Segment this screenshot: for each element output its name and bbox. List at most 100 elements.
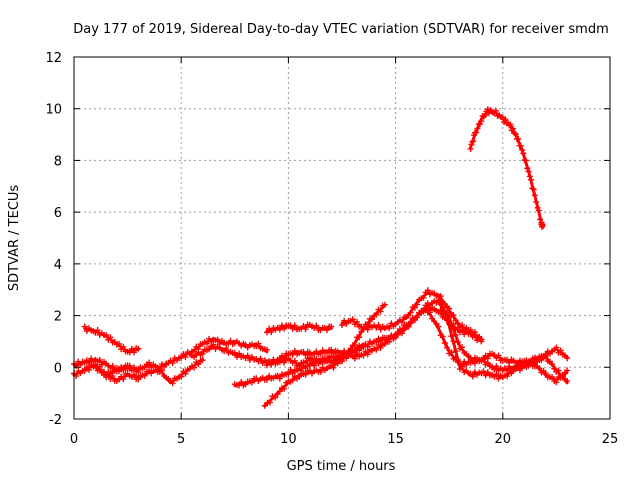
data-point	[493, 371, 500, 378]
data-point	[564, 367, 571, 374]
y-tick-label: 0	[54, 361, 62, 376]
data-point	[373, 346, 380, 353]
data-point	[512, 131, 519, 138]
data-point	[330, 364, 337, 371]
data-point	[564, 355, 571, 362]
data-point	[203, 340, 210, 347]
data-point	[161, 363, 168, 370]
data-point	[529, 185, 536, 192]
data-point	[536, 365, 543, 372]
data-point	[109, 362, 116, 369]
data-point	[467, 145, 474, 152]
data-point	[520, 150, 527, 157]
data-point	[364, 351, 371, 358]
data-point	[210, 341, 217, 348]
data-point	[351, 355, 358, 362]
data-point	[553, 344, 560, 351]
data-point	[452, 348, 459, 355]
data-point	[369, 316, 376, 323]
data-point	[257, 355, 264, 362]
data-point	[92, 362, 99, 369]
data-point	[511, 130, 518, 137]
series-arc-3	[81, 323, 142, 356]
data-point	[231, 349, 238, 356]
data-point	[411, 304, 418, 311]
data-point	[531, 192, 538, 199]
data-point	[356, 334, 363, 341]
data-point	[103, 331, 110, 338]
data-point	[146, 359, 153, 366]
data-point	[504, 373, 511, 380]
data-point	[381, 341, 388, 348]
data-point	[478, 336, 485, 343]
data-point	[263, 376, 270, 383]
data-point	[539, 222, 546, 229]
data-point	[244, 352, 251, 359]
data-point	[227, 337, 234, 344]
data-point	[495, 352, 502, 359]
data-point	[296, 373, 303, 380]
data-point	[519, 146, 526, 153]
data-point	[510, 125, 517, 132]
data-point	[450, 338, 457, 345]
y-axis-label: SDTVAR / TECUs	[7, 185, 22, 292]
data-point	[469, 373, 476, 380]
x-tick-label: 10	[280, 432, 297, 447]
data-point	[291, 357, 298, 364]
data-point	[515, 135, 522, 142]
data-point	[328, 346, 335, 353]
data-point	[454, 339, 461, 346]
data-point	[131, 371, 138, 378]
data-point	[86, 366, 93, 373]
data-point	[437, 293, 444, 300]
data-point	[386, 325, 393, 332]
data-point	[530, 186, 537, 193]
data-point	[426, 309, 433, 316]
data-point	[506, 122, 513, 129]
series-line	[469, 109, 544, 230]
data-point	[291, 322, 298, 329]
data-point	[317, 350, 324, 357]
data-point	[549, 361, 556, 368]
data-point	[489, 109, 496, 116]
data-point	[81, 367, 88, 374]
data-point	[373, 311, 380, 318]
chart-title: Day 177 of 2019, Sidereal Day-to-day VTE…	[73, 22, 608, 37]
data-point	[502, 116, 509, 123]
data-point	[141, 372, 148, 379]
data-point	[248, 379, 255, 386]
data-point	[450, 325, 457, 332]
data-point	[507, 121, 514, 128]
data-point	[452, 355, 459, 362]
data-point	[452, 331, 459, 338]
data-point	[107, 334, 114, 341]
data-point	[399, 319, 406, 326]
data-point	[272, 394, 279, 401]
data-point	[268, 329, 275, 336]
data-point	[528, 176, 535, 183]
series-arc-10	[339, 287, 485, 343]
data-point	[467, 327, 474, 333]
data-point	[549, 374, 556, 381]
data-point	[113, 365, 120, 372]
data-point	[468, 141, 475, 148]
data-point	[446, 305, 453, 312]
data-point	[285, 371, 292, 378]
data-point	[302, 352, 309, 359]
data-point	[527, 358, 534, 365]
data-point	[564, 377, 571, 384]
data-point	[448, 322, 455, 329]
data-point	[98, 368, 105, 375]
data-point	[206, 346, 213, 353]
plot-frame	[73, 56, 611, 420]
data-point	[375, 335, 382, 342]
data-point	[516, 363, 523, 370]
data-point	[276, 356, 283, 363]
data-point	[328, 323, 335, 330]
data-point	[135, 365, 142, 372]
data-point	[199, 350, 206, 357]
data-point	[459, 344, 466, 351]
data-point	[289, 377, 296, 384]
data-point	[96, 356, 103, 363]
